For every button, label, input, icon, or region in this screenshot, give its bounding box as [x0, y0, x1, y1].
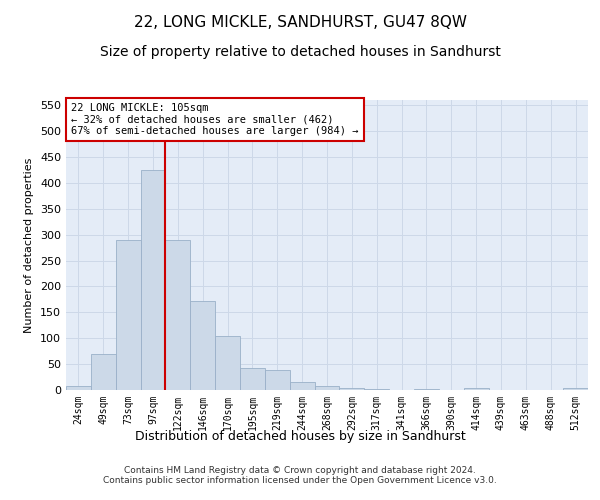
Bar	[140, 170, 166, 390]
Bar	[364, 389, 389, 390]
Bar	[340, 388, 364, 390]
Bar	[66, 386, 91, 390]
Text: Size of property relative to detached houses in Sandhurst: Size of property relative to detached ho…	[100, 45, 500, 59]
Y-axis label: Number of detached properties: Number of detached properties	[25, 158, 34, 332]
Bar	[464, 388, 488, 390]
Bar	[91, 354, 116, 390]
Text: 22 LONG MICKLE: 105sqm
← 32% of detached houses are smaller (462)
67% of semi-de: 22 LONG MICKLE: 105sqm ← 32% of detached…	[71, 103, 359, 136]
Text: Distribution of detached houses by size in Sandhurst: Distribution of detached houses by size …	[134, 430, 466, 443]
Bar	[265, 370, 290, 390]
Bar	[116, 240, 140, 390]
Text: 22, LONG MICKLE, SANDHURST, GU47 8QW: 22, LONG MICKLE, SANDHURST, GU47 8QW	[133, 15, 467, 30]
Bar	[290, 382, 314, 390]
Bar	[215, 336, 240, 390]
Text: Contains HM Land Registry data © Crown copyright and database right 2024.
Contai: Contains HM Land Registry data © Crown c…	[103, 466, 497, 485]
Bar	[563, 388, 588, 390]
Bar	[414, 389, 439, 390]
Bar	[166, 240, 190, 390]
Bar	[190, 301, 215, 390]
Bar	[240, 368, 265, 390]
Bar	[314, 386, 340, 390]
